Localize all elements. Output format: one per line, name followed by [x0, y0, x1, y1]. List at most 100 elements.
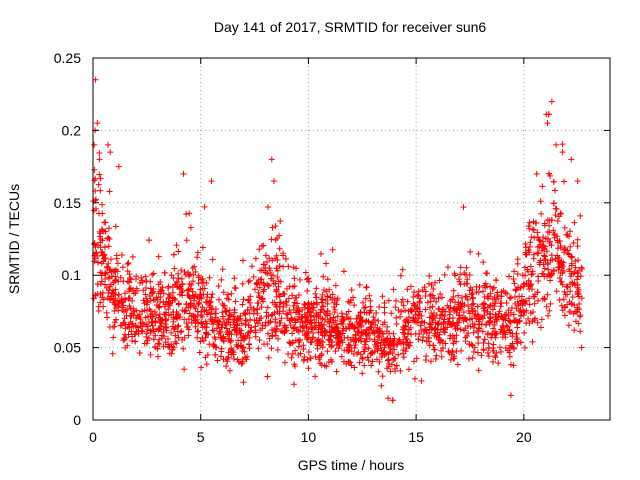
data-point: [362, 331, 369, 338]
data-point: [107, 149, 114, 156]
data-point: [266, 265, 273, 272]
data-point: [447, 356, 454, 363]
data-point: [95, 307, 102, 314]
data-point: [152, 344, 159, 351]
data-point: [231, 326, 238, 333]
data-point: [360, 299, 367, 306]
data-point: [507, 392, 514, 399]
data-point: [453, 332, 460, 339]
data-point: [278, 315, 285, 322]
data-point: [276, 310, 283, 317]
data-point: [143, 330, 150, 337]
data-point: [234, 356, 241, 363]
data-point: [195, 272, 202, 279]
data-point: [351, 325, 358, 332]
data-point: [345, 347, 352, 354]
data-point: [445, 348, 452, 355]
data-point: [510, 311, 517, 318]
data-point: [479, 328, 486, 335]
data-point: [252, 323, 259, 330]
data-point: [415, 288, 422, 295]
data-point: [510, 362, 517, 369]
data-point: [276, 245, 283, 252]
data-point: [302, 269, 309, 276]
data-point: [398, 298, 405, 305]
data-point: [256, 337, 263, 344]
data-point: [565, 250, 572, 257]
data-point: [378, 382, 385, 389]
data-point: [142, 314, 149, 321]
data-point: [569, 253, 576, 260]
data-point: [264, 373, 271, 380]
data-point: [212, 351, 219, 358]
data-point: [238, 320, 245, 327]
data-point: [484, 349, 491, 356]
data-point: [527, 310, 534, 317]
data-point: [407, 324, 414, 331]
data-point: [364, 354, 371, 361]
data-point: [280, 252, 287, 259]
data-point: [109, 350, 116, 357]
data-point: [266, 335, 273, 342]
data-point: [460, 204, 467, 211]
data-point: [170, 314, 177, 321]
data-point: [546, 229, 553, 236]
data-point: [365, 357, 372, 364]
data-point: [554, 217, 561, 224]
data-point: [262, 319, 269, 326]
data-point: [429, 303, 436, 310]
data-point: [428, 281, 435, 288]
data-point: [404, 298, 411, 305]
data-point: [400, 354, 407, 361]
data-point: [474, 334, 481, 341]
data-point: [343, 311, 350, 318]
data-point: [281, 322, 288, 329]
data-point: [226, 328, 233, 335]
data-point: [560, 263, 567, 270]
data-point: [203, 299, 210, 306]
data-point: [166, 300, 173, 307]
data-point: [408, 283, 415, 290]
data-point: [321, 332, 328, 339]
data-point: [149, 289, 156, 296]
data-point: [430, 342, 437, 349]
data-point: [357, 351, 364, 358]
data-point: [138, 274, 145, 281]
data-point: [545, 111, 552, 118]
data-point: [125, 295, 132, 302]
data-point: [511, 280, 518, 287]
data-point: [222, 308, 229, 315]
data-point: [375, 368, 382, 375]
data-point: [457, 326, 464, 333]
data-point: [155, 326, 162, 333]
data-point: [139, 308, 146, 315]
data-point: [428, 321, 435, 328]
data-point: [345, 341, 352, 348]
data-point: [257, 276, 264, 283]
data-point: [514, 324, 521, 331]
data-point: [547, 277, 554, 284]
data-point: [275, 283, 282, 290]
data-point: [238, 334, 245, 341]
data-point: [110, 279, 117, 286]
data-point: [529, 271, 536, 278]
data-point: [290, 302, 297, 309]
data-point: [545, 170, 552, 177]
data-point: [310, 334, 317, 341]
data-point: [304, 287, 311, 294]
data-point: [461, 301, 468, 308]
data-point: [258, 242, 265, 249]
data-point: [163, 327, 170, 334]
data-point: [531, 234, 538, 241]
data-point: [138, 327, 145, 334]
data-point: [333, 324, 340, 331]
data-point: [155, 325, 162, 332]
data-point: [99, 210, 106, 217]
data-point: [382, 351, 389, 358]
data-point: [256, 284, 263, 291]
data-point: [524, 266, 531, 273]
data-point: [357, 332, 364, 339]
data-point: [451, 307, 458, 314]
data-point: [165, 344, 172, 351]
data-point: [537, 257, 544, 264]
